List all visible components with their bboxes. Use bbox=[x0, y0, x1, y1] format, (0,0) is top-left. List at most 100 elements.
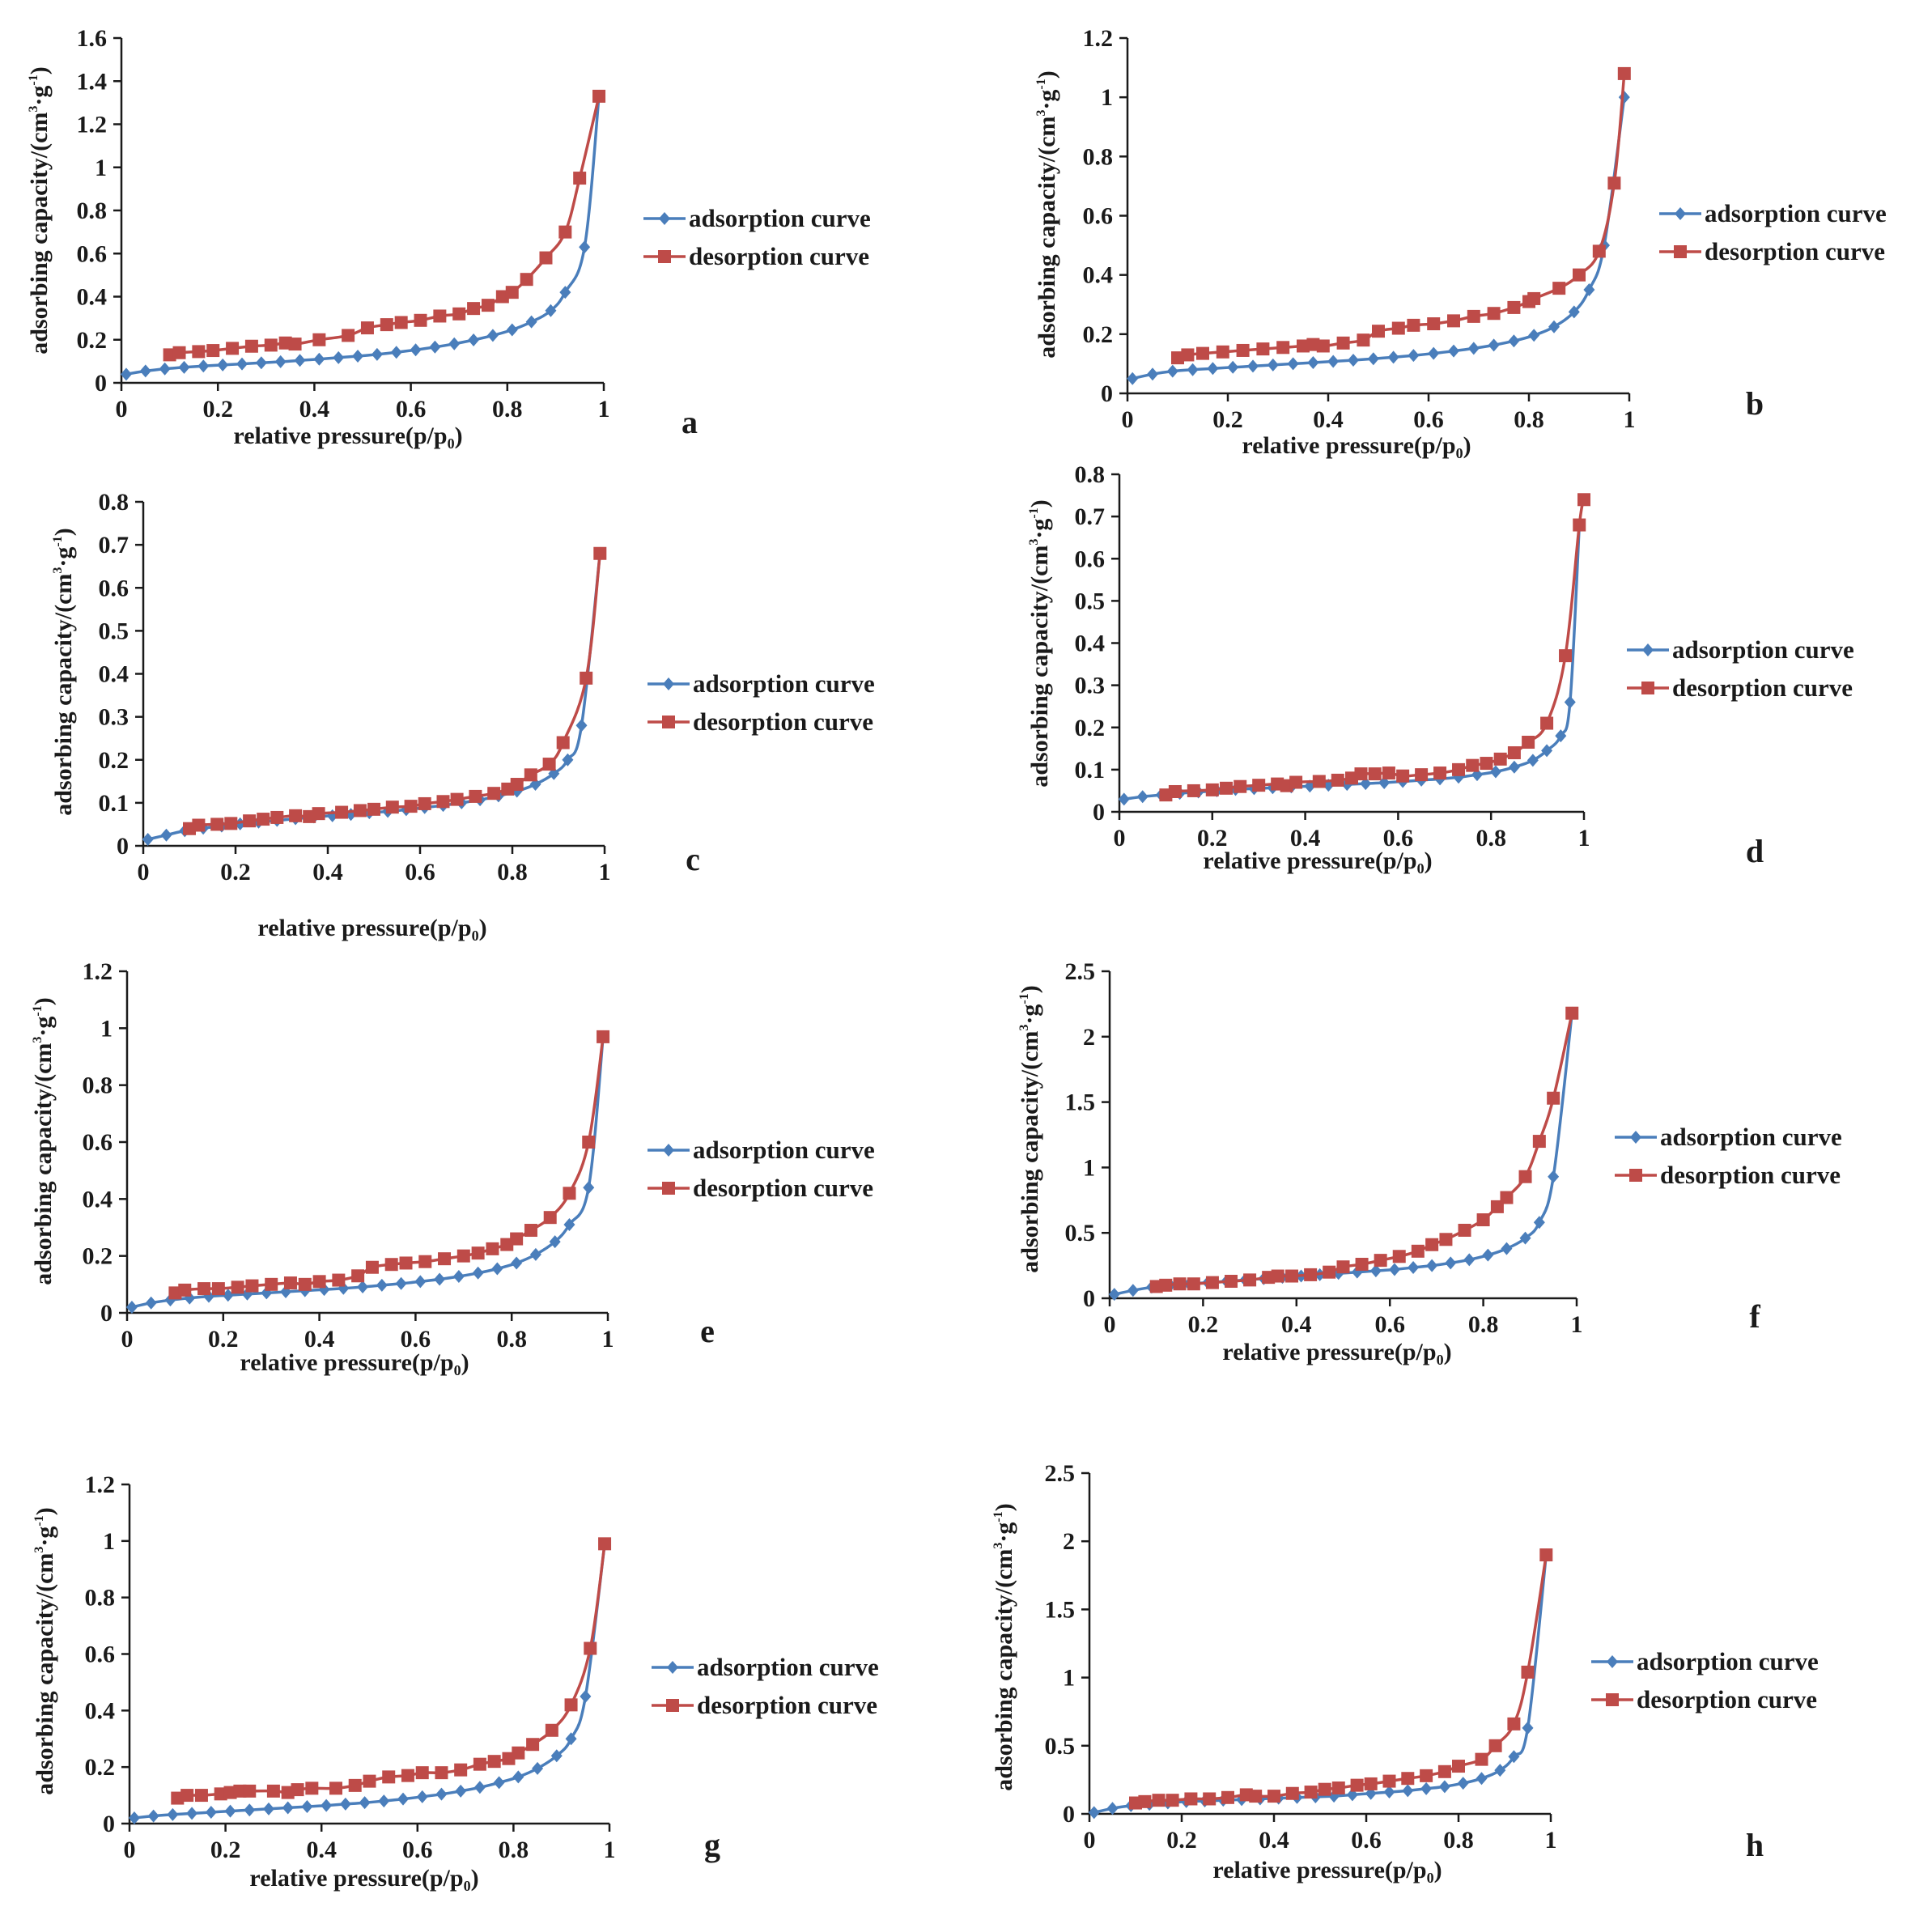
desorption-point bbox=[1507, 746, 1521, 760]
legend-label: desorption curve bbox=[1660, 1161, 1841, 1189]
y-axis-title: adsorbing capacity/(cm3·g-1) bbox=[26, 66, 53, 355]
desorption-point bbox=[1452, 1760, 1465, 1773]
adsorption-point bbox=[565, 1732, 577, 1746]
desorption-point bbox=[510, 1232, 524, 1246]
chart-panel-e: 0 0.2 0.4 0.6 0.8 1 1.2 0 0.2 0.4 0.6 0.8 1 relative … bbox=[30, 958, 875, 1378]
desorption-series bbox=[1159, 493, 1590, 802]
y-tick-label: 0.4 bbox=[1083, 262, 1114, 289]
adsorption-point bbox=[448, 337, 461, 350]
adsorption-point bbox=[1408, 349, 1420, 363]
desorption-point bbox=[1573, 518, 1586, 532]
adsorption-point bbox=[1108, 1288, 1120, 1302]
adsorption-point bbox=[357, 1280, 369, 1293]
x-axis-title: relative pressure(p/p0) bbox=[249, 1865, 478, 1894]
legend-adsorption: adsorption curve bbox=[1591, 1647, 1819, 1675]
desorption-point bbox=[1187, 784, 1200, 797]
x-tick-label: 0.4 bbox=[1290, 825, 1321, 851]
adsorption-point bbox=[1088, 1806, 1100, 1820]
adsorption-point bbox=[120, 367, 132, 381]
desorption-point bbox=[512, 1746, 525, 1760]
desorption-point bbox=[245, 1279, 259, 1293]
y-tick-label: 0.4 bbox=[85, 1697, 116, 1724]
desorption-point bbox=[481, 299, 495, 312]
adsorption-point bbox=[139, 364, 151, 378]
desorption-point bbox=[1234, 779, 1247, 793]
desorption-point bbox=[1391, 321, 1405, 335]
desorption-point bbox=[505, 286, 519, 299]
adsorption-point bbox=[452, 1269, 465, 1283]
adsorption-point bbox=[416, 1790, 428, 1803]
desorption-point bbox=[380, 318, 393, 332]
desorption-point bbox=[563, 1187, 576, 1200]
desorption-point bbox=[487, 1755, 501, 1769]
desorption-point bbox=[270, 810, 284, 824]
legend-label: adsorption curve bbox=[697, 1653, 879, 1681]
x-tick-label: 0.8 bbox=[1476, 825, 1506, 851]
desorption-point bbox=[1565, 1006, 1579, 1020]
adsorption-point bbox=[1526, 754, 1539, 767]
y-tick-label: 1.2 bbox=[77, 112, 108, 138]
desorption-point bbox=[1447, 314, 1460, 328]
adsorption-point bbox=[1438, 1780, 1450, 1794]
y-tick-label: 0.6 bbox=[1083, 203, 1114, 230]
desorption-point bbox=[580, 671, 593, 685]
legend-label: adsorption curve bbox=[693, 1136, 875, 1164]
y-tick-label: 0.2 bbox=[99, 747, 130, 774]
y-tick-label: 0 bbox=[1101, 380, 1113, 407]
adsorption-point bbox=[1463, 1253, 1476, 1267]
adsorption-point bbox=[1207, 362, 1219, 376]
y-axis-title: adsorbing capacity/(cm3·g-1) bbox=[50, 528, 77, 816]
desorption-point bbox=[1306, 338, 1320, 351]
adsorption-point bbox=[1387, 350, 1399, 364]
desorption-point bbox=[418, 1255, 432, 1268]
y-tick-label: 2 bbox=[1083, 1024, 1095, 1051]
adsorption-point bbox=[532, 1761, 544, 1775]
desorption-point bbox=[1540, 716, 1554, 730]
desorption-point bbox=[545, 1723, 558, 1737]
adsorption-point bbox=[1445, 1256, 1457, 1270]
adsorption-point bbox=[506, 323, 518, 337]
x-tick-label: 0.8 bbox=[496, 1326, 527, 1353]
chart-panel-c: 0 0.1 0.2 0.3 0.4 0.5 0.6 0.7 0.8 0 0.2 0.4 0.6 0.8 1 r… bbox=[50, 489, 875, 944]
adsorption-point bbox=[1367, 352, 1379, 366]
desorption-point bbox=[1171, 351, 1184, 365]
desorption-point bbox=[598, 1537, 612, 1551]
adsorption-point bbox=[1388, 1263, 1400, 1276]
y-axis-title: adsorbing capacity/(cm3·g-1) bbox=[30, 997, 57, 1285]
desorption-point bbox=[1285, 1269, 1299, 1283]
desorption-point bbox=[414, 313, 427, 327]
desorption-point bbox=[1355, 1257, 1369, 1271]
desorption-point bbox=[436, 795, 450, 809]
chart-panel-b: 0 0.2 0.4 0.6 0.8 1 1.2 0 0.2 0.4 0.6 0.8 1 relative … bbox=[1034, 25, 1887, 461]
y-tick-label: 2.5 bbox=[1045, 1460, 1076, 1487]
x-tick-label: 1 bbox=[1624, 406, 1636, 433]
panel-letter: h bbox=[1746, 1827, 1764, 1863]
desorption-point bbox=[1475, 1752, 1488, 1766]
x-tick-label: 0.6 bbox=[402, 1837, 433, 1863]
adsorption-point bbox=[1247, 359, 1259, 373]
desorption-point bbox=[573, 172, 587, 185]
adsorption-point bbox=[376, 1278, 388, 1292]
adsorption-point bbox=[545, 304, 557, 317]
adsorption-point bbox=[202, 1289, 214, 1303]
legend-label: desorption curve bbox=[1672, 673, 1853, 702]
x-axis-title: relative pressure(p/p0) bbox=[240, 1349, 469, 1378]
x-tick-label: 1 bbox=[598, 396, 610, 423]
desorption-point bbox=[556, 736, 570, 750]
desorption-point bbox=[1527, 291, 1541, 305]
adsorption-point bbox=[1127, 1284, 1139, 1297]
x-tick-label: 0.8 bbox=[497, 859, 528, 885]
adsorption-point bbox=[1227, 360, 1239, 374]
desorption-point bbox=[401, 1769, 414, 1782]
legend-label: adsorption curve bbox=[1660, 1123, 1842, 1151]
chart-panel-h: 0 0.5 1 1.5 2 2.5 0 0.2 0.4 0.6 0.8 1 relative press… bbox=[991, 1460, 1819, 1886]
adsorption-point bbox=[1528, 329, 1540, 342]
desorption-point bbox=[244, 339, 258, 353]
series-line bbox=[176, 1544, 606, 1800]
x-tick-label: 0 bbox=[1084, 1827, 1096, 1854]
y-tick-label: 0.6 bbox=[77, 240, 108, 267]
adsorption-point bbox=[580, 1689, 592, 1703]
desorption-point bbox=[257, 813, 270, 826]
adsorption-point bbox=[159, 362, 171, 376]
y-tick-label: 0.2 bbox=[1075, 715, 1106, 741]
